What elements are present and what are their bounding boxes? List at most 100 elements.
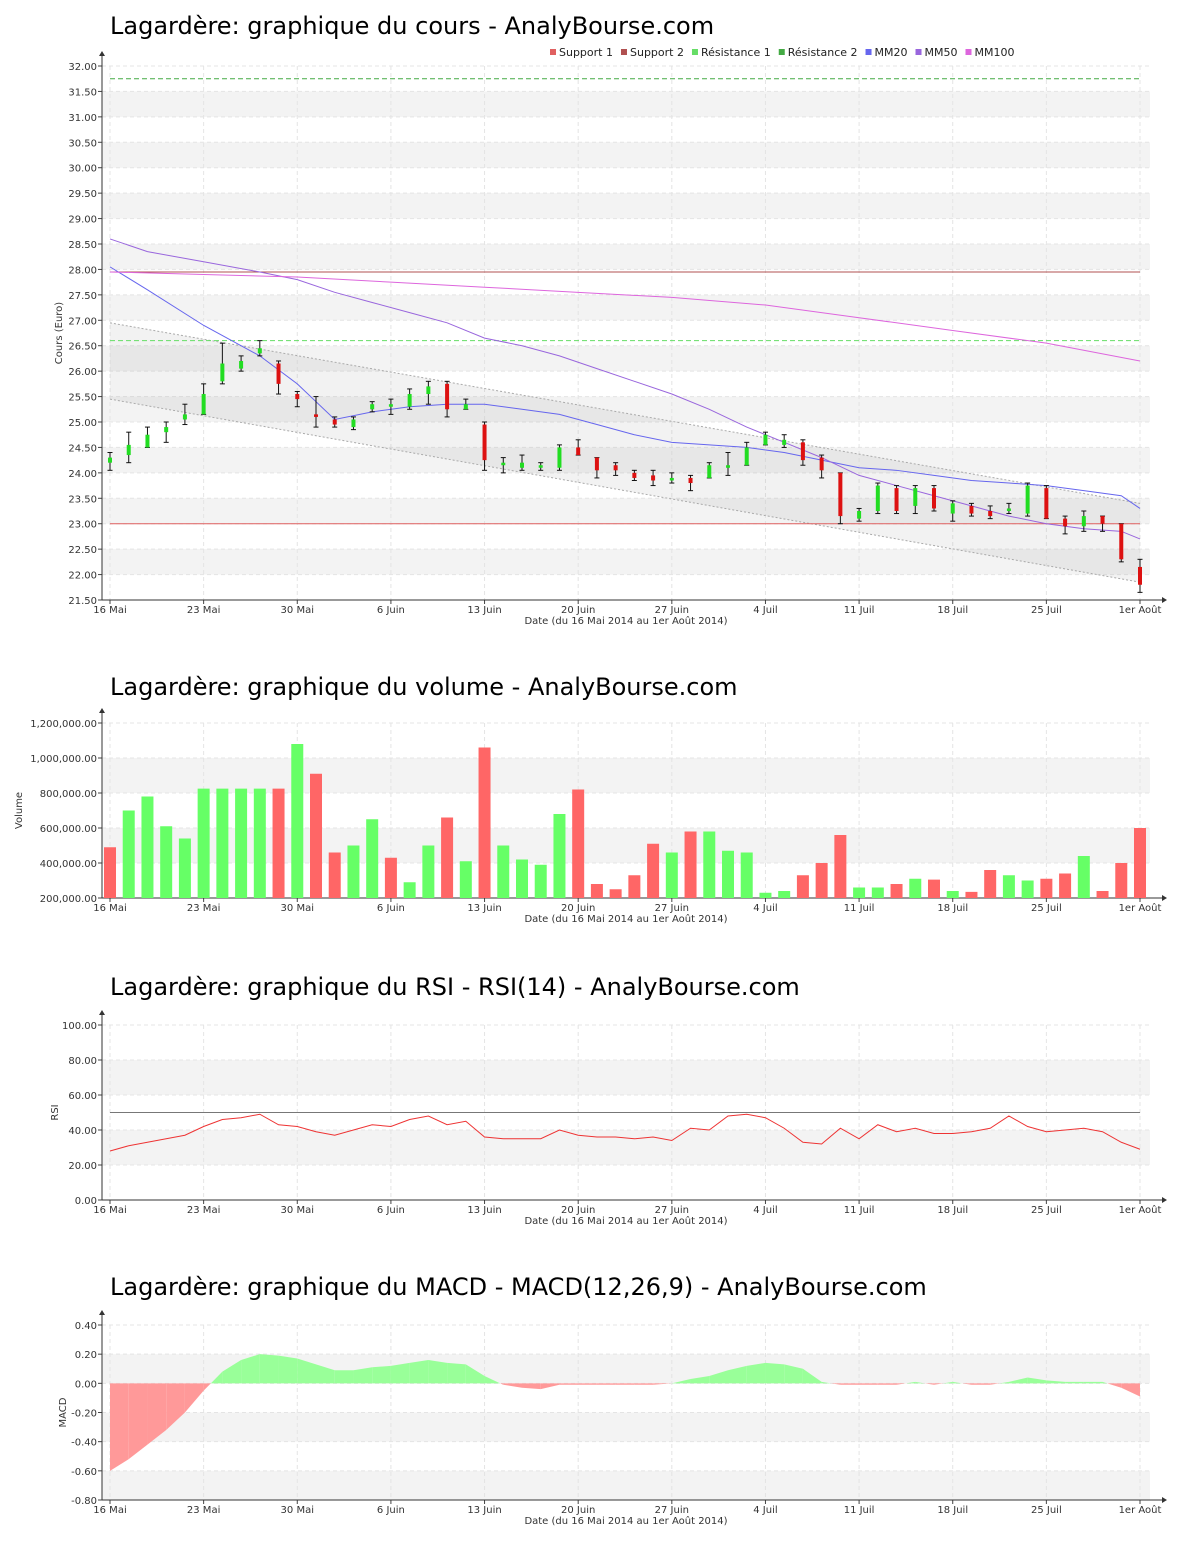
macd-area-segment xyxy=(943,1381,953,1384)
volume-bar-up xyxy=(497,845,510,898)
y-tick-label: 26.00 xyxy=(68,367,97,378)
y-tick-label: 400,000.00 xyxy=(40,859,97,870)
candle-up xyxy=(744,441,750,466)
volume-bar-down xyxy=(815,863,828,898)
macd-area-segment xyxy=(222,1360,242,1384)
x-tick-label: 13 Juin xyxy=(467,1205,501,1216)
macd-area-segment xyxy=(390,1362,410,1384)
volume-bar-down xyxy=(384,857,397,898)
candle-up xyxy=(875,482,881,515)
macd-area-segment xyxy=(1121,1383,1140,1397)
macd-area-segment xyxy=(540,1383,560,1390)
chart-title: Lagardère: graphique du cours - AnalyBou… xyxy=(110,12,714,40)
y-tick-label: 23.50 xyxy=(68,494,97,505)
x-axis-arrow xyxy=(1162,1197,1167,1203)
x-tick-label: 27 Juin xyxy=(655,605,689,616)
y-tick-label: 200,000.00 xyxy=(40,894,97,905)
volume-bar-down xyxy=(328,852,341,898)
macd-area-segment xyxy=(671,1378,691,1384)
volume-bar-up xyxy=(534,864,547,898)
x-tick-label: 27 Juin xyxy=(655,1205,689,1216)
macd-area-segment xyxy=(297,1358,316,1384)
candle-down xyxy=(332,416,338,428)
x-tick-label: 18 Juil xyxy=(937,605,968,616)
macd-area-segment xyxy=(653,1383,672,1385)
plot-band xyxy=(102,1412,1150,1442)
macd-area-segment xyxy=(990,1383,1000,1385)
candle-down xyxy=(613,462,619,476)
candle-down xyxy=(800,439,806,466)
macd-area-segment xyxy=(784,1364,803,1384)
candle-body xyxy=(782,439,787,445)
y-tick-label: 0.20 xyxy=(75,1350,97,1361)
y-tick-label: 27.00 xyxy=(68,316,97,327)
candle-up xyxy=(669,472,675,484)
candle-body xyxy=(707,465,712,478)
x-tick-label: 16 Mai xyxy=(93,1505,126,1516)
x-tick-label: 30 Mai xyxy=(281,903,314,914)
macd-area-segment xyxy=(831,1383,841,1385)
plot-band xyxy=(102,193,1150,219)
x-tick-label: 30 Mai xyxy=(281,1505,314,1516)
candle-body xyxy=(1025,485,1030,514)
volume-bar-up xyxy=(871,887,884,898)
candle-up xyxy=(706,462,712,479)
volume-bar-up xyxy=(1077,856,1090,898)
x-axis-arrow xyxy=(1162,895,1167,901)
y-axis-arrow xyxy=(99,1010,105,1015)
candle-up xyxy=(725,452,731,476)
legend-label: Résistance 2 xyxy=(788,46,858,59)
candle-body xyxy=(370,404,375,410)
candle-down xyxy=(987,505,993,520)
x-tick-label: 23 Mai xyxy=(187,1205,220,1216)
plot-band xyxy=(102,447,1150,473)
macd-area-segment xyxy=(210,1371,223,1384)
candle-body xyxy=(669,477,674,481)
legend-swatch xyxy=(550,49,556,55)
chart-title: Lagardère: graphique du MACD - MACD(12,2… xyxy=(110,1273,927,1301)
candle-body xyxy=(819,457,824,471)
candle-up xyxy=(369,401,375,413)
y-axis-label: RSI xyxy=(50,1104,61,1120)
y-tick-label: 80.00 xyxy=(68,1056,97,1067)
x-axis-label: Date (du 16 Mai 2014 au 1er Août 2014) xyxy=(524,1215,727,1227)
macd-area-segment xyxy=(877,1383,897,1385)
candle-up xyxy=(1081,510,1087,532)
volume-bar-up xyxy=(141,796,154,898)
volume-bar-up xyxy=(160,826,173,898)
macd-area-segment xyxy=(559,1383,579,1385)
candle-down xyxy=(650,469,656,487)
macd-area-segment xyxy=(802,1368,822,1384)
x-tick-label: 18 Juil xyxy=(937,1205,968,1216)
macd-area-segment xyxy=(578,1383,597,1385)
macd-area-segment xyxy=(1046,1380,1066,1384)
macd-area-segment xyxy=(1107,1383,1122,1388)
volume-bar-down xyxy=(928,879,940,898)
volume-bar-up xyxy=(759,892,772,898)
volume-bar-up xyxy=(778,891,791,898)
x-tick-label: 25 Juil xyxy=(1031,903,1062,914)
plot-band xyxy=(102,294,1150,321)
macd-area-segment xyxy=(166,1383,185,1430)
volume-bar-up xyxy=(235,788,248,898)
plot-band xyxy=(102,244,1150,270)
candle-down xyxy=(575,439,581,456)
x-axis-arrow xyxy=(1162,1497,1167,1503)
legend-swatch xyxy=(915,49,922,55)
legend-label: MM20 xyxy=(875,46,908,59)
macd-area-segment xyxy=(353,1367,373,1384)
macd-area-segment xyxy=(1065,1381,1084,1384)
line-mm100 xyxy=(109,271,1141,362)
y-tick-label: 32.00 xyxy=(68,62,97,73)
candle-down xyxy=(1137,558,1143,593)
candle-body xyxy=(557,447,562,468)
macd-area-segment xyxy=(962,1383,972,1385)
candle-up xyxy=(350,416,356,431)
candle-body xyxy=(407,394,412,407)
candle-down xyxy=(276,360,282,395)
macd-area-segment xyxy=(840,1383,860,1385)
macd-area-segment xyxy=(1083,1381,1103,1384)
candle-down xyxy=(819,454,825,479)
y-tick-label: 22.00 xyxy=(68,571,97,582)
candle-body xyxy=(744,447,749,466)
